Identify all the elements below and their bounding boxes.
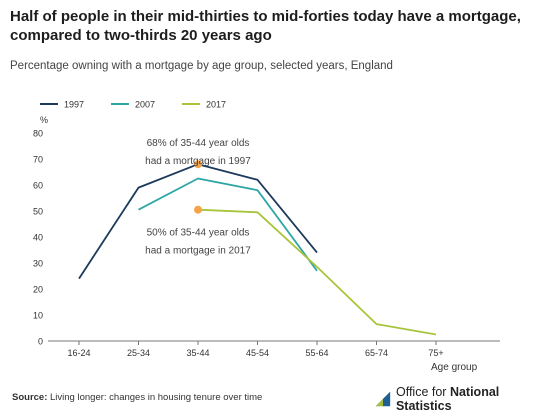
brand-bold: National Statistics: [395, 385, 500, 413]
y-tick-label: 40: [33, 233, 43, 243]
x-axis-label: Age group: [431, 362, 478, 373]
legend-label-1997: 1997: [64, 100, 84, 110]
x-tick-label: 45-54: [246, 348, 269, 358]
y-tick-label: 80: [33, 129, 43, 139]
y-tick-label: 60: [33, 181, 43, 191]
annotation-text: 50% of 35-44 year olds: [147, 228, 250, 239]
x-tick-label: 35-44: [186, 348, 209, 358]
highlight-point: [194, 205, 202, 214]
x-tick-label: 65-74: [365, 348, 388, 358]
y-tick-label: 20: [33, 285, 43, 295]
series-line-2017: [197, 208, 437, 336]
x-tick-label: 75+: [428, 348, 443, 358]
y-tick-label: 50: [33, 207, 43, 217]
annotation-text: had a mortgage in 1997: [145, 156, 251, 167]
line-chart: 1997 2007 2017% 0 10 20 30 40 50 60 70 80 16-24 25-34…: [33, 100, 500, 373]
legend-label-2007: 2007: [135, 100, 155, 110]
annotation-text: 68% of 35-44 year olds: [147, 138, 250, 149]
annotation-text: had a mortgage in 2017: [145, 246, 251, 257]
source-text: Living longer: changes in housing tenure…: [50, 392, 263, 403]
source-label: Source:: [12, 392, 48, 403]
chart-title: Half of people in their mid-thirties to …: [10, 8, 521, 44]
series-line-2007: [138, 177, 318, 272]
y-tick-label: 10: [33, 311, 43, 321]
source-note: Source: Living longer: changes in housin…: [12, 392, 262, 403]
y-tick-label: 30: [33, 259, 43, 269]
highlight-point: [194, 160, 202, 169]
legend-label-2017: 2017: [206, 100, 226, 110]
ons-brand: Office for National Statistics: [375, 385, 540, 413]
y-axis-label: %: [40, 115, 48, 125]
x-tick-label: 16-24: [67, 348, 90, 358]
y-tick-label: 70: [33, 155, 43, 165]
brand-name: Office for National Statistics: [396, 385, 540, 413]
x-tick-label: 25-34: [127, 348, 150, 358]
ons-logo-icon: [375, 391, 391, 407]
chart-subtitle: Percentage owning with a mortgage by age…: [10, 60, 393, 72]
x-tick-label: 55-64: [305, 348, 328, 358]
y-tick-label: 0: [38, 337, 43, 347]
brand-prefix: Office for: [395, 385, 450, 399]
